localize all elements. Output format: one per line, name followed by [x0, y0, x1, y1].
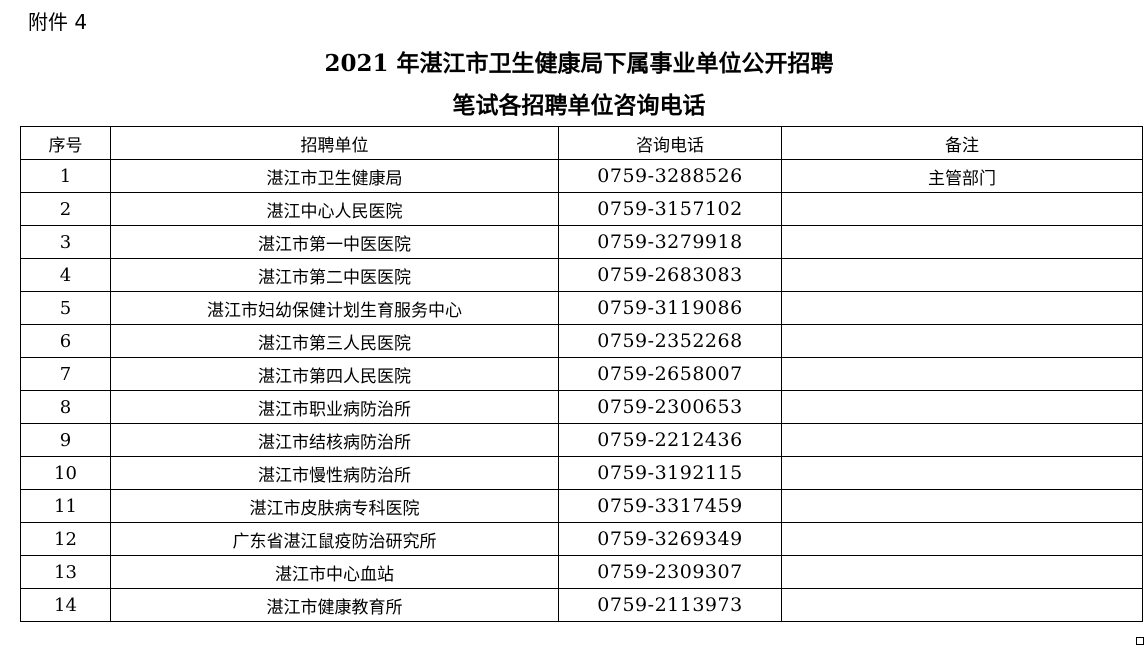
attachment-label: 附件 4: [28, 10, 88, 34]
cell-phone: 0759-3119086: [558, 291, 782, 325]
cell-phone: 0759-3317459: [558, 489, 782, 523]
table-row: 12 广东省湛江鼠疫防治研究所 0759-3269349: [20, 522, 1143, 556]
cell-phone: 0759-2658007: [558, 357, 782, 391]
cell-phone: 0759-3269349: [558, 522, 782, 556]
cell-note: [781, 522, 1143, 556]
cell-no: 13: [20, 555, 111, 589]
cell-note: [781, 192, 1143, 226]
cell-note: [781, 291, 1143, 325]
cell-note: [781, 258, 1143, 292]
cell-note: [781, 489, 1143, 523]
cell-unit: 湛江市皮肤病专科医院: [110, 489, 559, 523]
cell-phone: 0759-3157102: [558, 192, 782, 226]
cell-unit: 湛江中心人民医院: [110, 192, 559, 226]
table-row: 10 湛江市慢性病防治所 0759-3192115: [20, 456, 1143, 490]
cell-note: [781, 423, 1143, 457]
table-row: 4 湛江市第二中医医院 0759-2683083: [20, 258, 1143, 292]
cell-unit: 湛江市第一中医医院: [110, 225, 559, 259]
cell-phone: 0759-2113973: [558, 588, 782, 622]
cell-phone: 0759-2212436: [558, 423, 782, 457]
table-row: 8 湛江市职业病防治所 0759-2300653: [20, 390, 1143, 424]
table-row: 5 湛江市妇幼保健计划生育服务中心 0759-3119086: [20, 291, 1143, 325]
table-row: 11 湛江市皮肤病专科医院 0759-3317459: [20, 489, 1143, 523]
cell-unit: 湛江市妇幼保健计划生育服务中心: [110, 291, 559, 325]
cell-unit: 湛江市结核病防治所: [110, 423, 559, 457]
cell-phone: 0759-2300653: [558, 390, 782, 424]
table-row: 2 湛江中心人民医院 0759-3157102: [20, 192, 1143, 226]
cell-unit: 广东省湛江鼠疫防治研究所: [110, 522, 559, 556]
header-phone: 咨询电话: [558, 126, 782, 160]
table-header-row: 序号 招聘单位 咨询电话 备注: [20, 126, 1143, 160]
cell-no: 3: [20, 225, 111, 259]
cell-no: 1: [20, 159, 111, 193]
cell-unit: 湛江市慢性病防治所: [110, 456, 559, 490]
cell-unit: 湛江市卫生健康局: [110, 159, 559, 193]
contact-table: 序号 招聘单位 咨询电话 备注 1 湛江市卫生健康局 0759-3288526 主管部…: [20, 126, 1143, 622]
cell-phone: 0759-2683083: [558, 258, 782, 292]
cell-note: [781, 225, 1143, 259]
table-row: 1 湛江市卫生健康局 0759-3288526 主管部门: [20, 159, 1143, 193]
cell-unit: 湛江市第二中医医院: [110, 258, 559, 292]
table-row: 9 湛江市结核病防治所 0759-2212436: [20, 423, 1143, 457]
cell-no: 10: [20, 456, 111, 490]
cell-unit: 湛江市职业病防治所: [110, 390, 559, 424]
header-note: 备注: [781, 126, 1143, 160]
table-row: 7 湛江市第四人民医院 0759-2658007: [20, 357, 1143, 391]
header-no: 序号: [20, 126, 111, 160]
cell-phone: 0759-2309307: [558, 555, 782, 589]
document-subtitle: 笔试各招聘单位咨询电话: [452, 92, 706, 119]
cell-no: 8: [20, 390, 111, 424]
document-title: 2021 年湛江市卫生健康局下属事业单位公开招聘: [324, 50, 834, 77]
cell-no: 11: [20, 489, 111, 523]
table-row: 3 湛江市第一中医医院 0759-3279918: [20, 225, 1143, 259]
cell-note: [781, 390, 1143, 424]
cell-no: 4: [20, 258, 111, 292]
cell-note: [781, 357, 1143, 391]
cell-no: 12: [20, 522, 111, 556]
table-row: 6 湛江市第三人民医院 0759-2352268: [20, 324, 1143, 358]
table-row: 14 湛江市健康教育所 0759-2113973: [20, 588, 1143, 622]
cell-phone: 0759-2352268: [558, 324, 782, 358]
cell-no: 9: [20, 423, 111, 457]
cell-no: 6: [20, 324, 111, 358]
cell-note: [781, 588, 1143, 622]
cell-no: 2: [20, 192, 111, 226]
cell-note: [781, 555, 1143, 589]
cell-note: [781, 324, 1143, 358]
cell-unit: 湛江市第三人民医院: [110, 324, 559, 358]
cell-no: 14: [20, 588, 111, 622]
cell-note: [781, 456, 1143, 490]
table-resize-handle[interactable]: [1136, 637, 1144, 645]
cell-no: 7: [20, 357, 111, 391]
cell-no: 5: [20, 291, 111, 325]
cell-unit: 湛江市健康教育所: [110, 588, 559, 622]
cell-phone: 0759-3279918: [558, 225, 782, 259]
cell-note: 主管部门: [781, 159, 1143, 193]
cell-unit: 湛江市第四人民医院: [110, 357, 559, 391]
cell-phone: 0759-3288526: [558, 159, 782, 193]
table-row: 13 湛江市中心血站 0759-2309307: [20, 555, 1143, 589]
cell-phone: 0759-3192115: [558, 456, 782, 490]
cell-unit: 湛江市中心血站: [110, 555, 559, 589]
header-unit: 招聘单位: [110, 126, 559, 160]
